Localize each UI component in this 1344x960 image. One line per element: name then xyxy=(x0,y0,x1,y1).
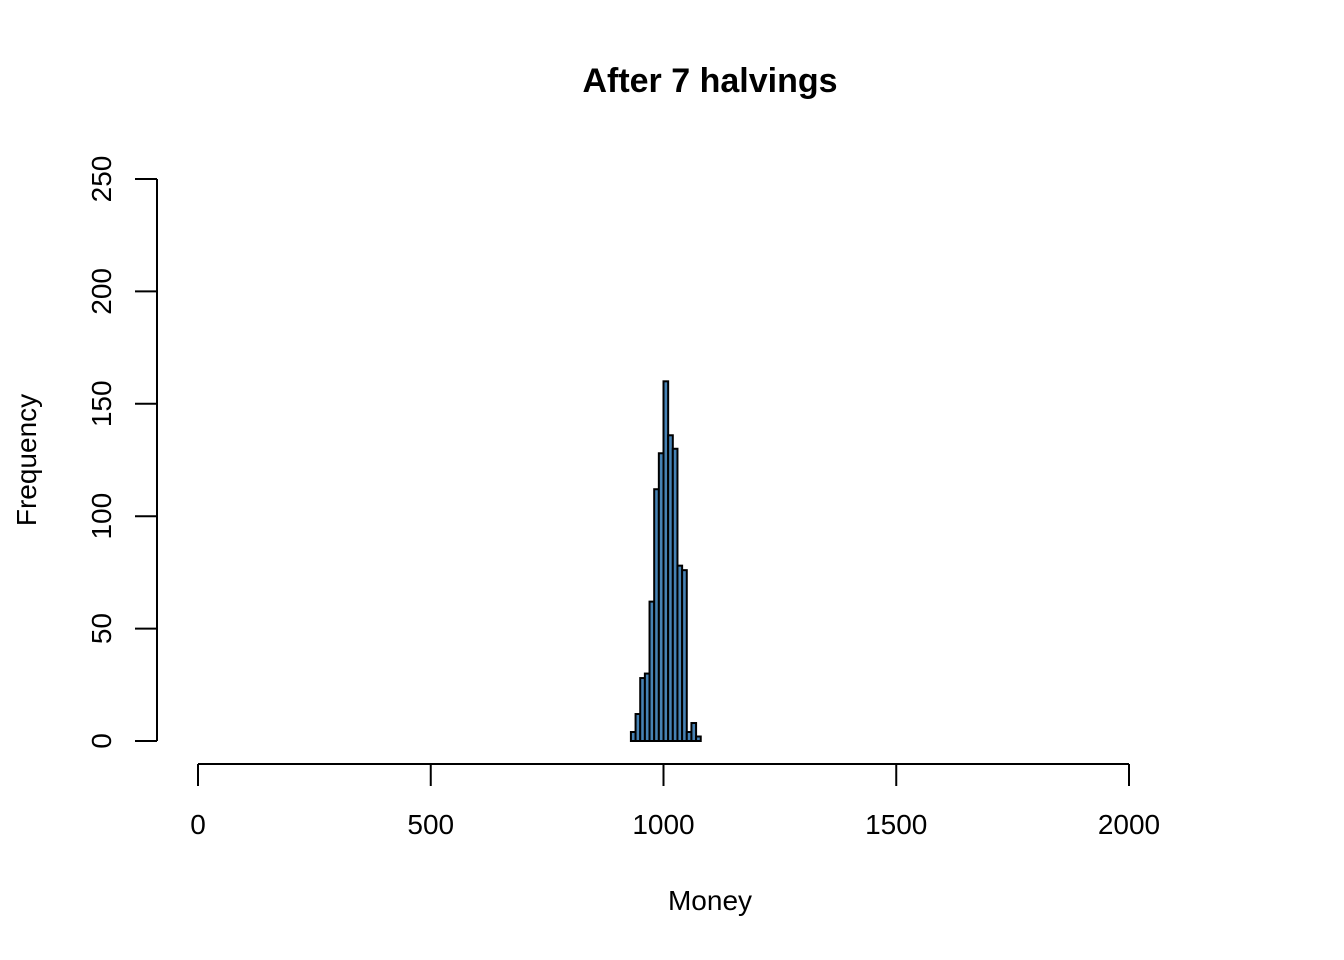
x-tick-label: 1000 xyxy=(632,809,694,840)
y-tick-label: 200 xyxy=(86,268,117,315)
y-tick-label: 0 xyxy=(86,733,117,749)
y-tick-label: 50 xyxy=(86,613,117,644)
y-axis-label: Frequency xyxy=(11,394,42,526)
x-axis: 0 500 1000 1500 2000 xyxy=(190,763,1160,840)
histogram-bar xyxy=(695,735,702,743)
x-tick-label: 0 xyxy=(190,809,206,840)
x-axis-label: Money xyxy=(668,885,752,916)
y-tick-label: 250 xyxy=(86,156,117,203)
y-tick-label: 100 xyxy=(86,493,117,540)
x-tick-label: 2000 xyxy=(1098,809,1160,840)
x-tick-label: 1500 xyxy=(865,809,927,840)
y-tick-label: 150 xyxy=(86,380,117,427)
histogram-bar xyxy=(681,569,688,742)
chart-title: After 7 halvings xyxy=(582,62,837,100)
histogram-bar xyxy=(690,722,698,742)
x-tick-label: 500 xyxy=(407,809,454,840)
bars-group xyxy=(629,380,702,743)
y-axis: 0 50 100 150 200 250 xyxy=(86,156,158,749)
